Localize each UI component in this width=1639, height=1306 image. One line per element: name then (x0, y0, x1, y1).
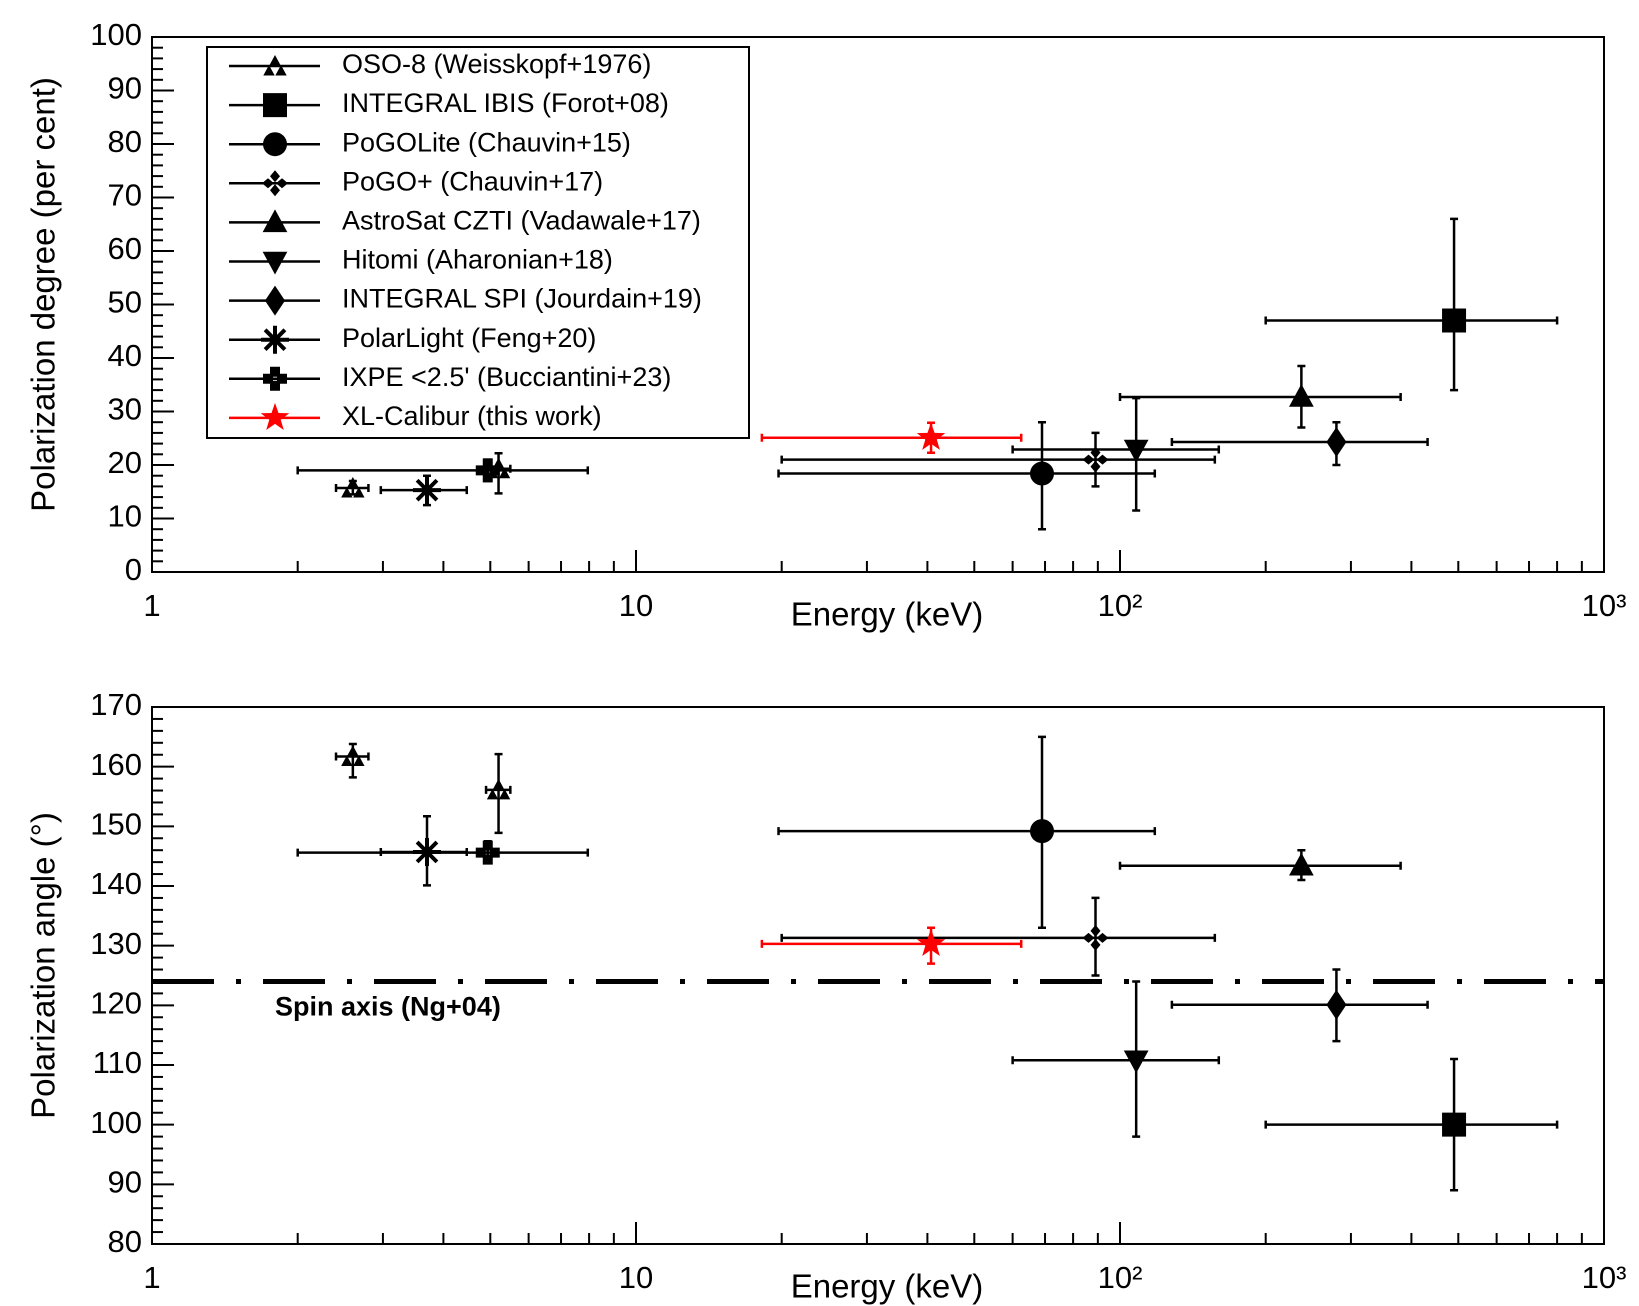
legend-label: IXPE <2.5' (Bucciantini+23) (342, 362, 671, 392)
data-point (1326, 989, 1347, 1020)
data-point (1030, 461, 1055, 486)
data-point (1082, 446, 1109, 473)
data-point (1326, 426, 1347, 457)
x-error-bar (296, 848, 590, 857)
x-tick-label: 10 (619, 588, 653, 623)
y-error-bar (1450, 217, 1459, 392)
y-error-bar (1091, 431, 1100, 488)
x-error-bar (1170, 1000, 1429, 1009)
y-tick-label: 80 (108, 124, 142, 159)
x-tick-label: 10³ (1582, 588, 1627, 623)
data-point (1123, 1050, 1149, 1074)
x-tick-label: 1 (143, 1260, 160, 1295)
legend-marker (265, 285, 285, 316)
y-tick-label: 160 (90, 747, 142, 782)
y-tick-label: 100 (90, 1105, 142, 1140)
plot-frame (151, 706, 1605, 1245)
legend-label: Hitomi (Aharonian+18) (342, 245, 613, 275)
y-tick-label: 130 (90, 926, 142, 961)
legend-label: PoGO+ (Chauvin+17) (342, 166, 603, 196)
data-point (475, 840, 500, 865)
x-tick-label: 10 (619, 1260, 653, 1295)
y-tick-label: 120 (90, 986, 142, 1021)
legend-marker (263, 93, 287, 118)
x-error-bar (1118, 861, 1402, 870)
legend-marker (262, 170, 288, 197)
x-error-bar (296, 466, 590, 475)
y-tick-label: 80 (108, 1224, 142, 1259)
y-tick-label: 70 (108, 178, 142, 213)
y-tick-label: 40 (108, 338, 142, 373)
x-axis-title: Energy (keV) (791, 1268, 984, 1305)
x-error-bar (1170, 437, 1429, 446)
legend-marker (263, 55, 287, 76)
x-tick-label: 10² (1098, 1260, 1143, 1295)
y-axis-title: Polarization degree (per cent) (25, 77, 62, 512)
y-tick-label: 90 (108, 71, 142, 106)
x-tick-label: 10² (1098, 588, 1143, 623)
y-tick-label: 60 (108, 231, 142, 266)
y-error-bar (494, 752, 503, 835)
y-tick-label: 50 (108, 285, 142, 320)
data-point (475, 458, 500, 483)
data-point (1082, 924, 1109, 951)
data-point (1289, 384, 1314, 407)
legend-label: PoGOLite (Chauvin+15) (342, 127, 631, 157)
legend-label: PolarLight (Feng+20) (342, 323, 596, 353)
y-tick-label: 30 (108, 392, 142, 427)
data-point (1030, 819, 1055, 844)
y-tick-label: 90 (108, 1165, 142, 1200)
x-error-bar (780, 455, 1217, 464)
y-tick-label: 0 (125, 552, 142, 587)
data-point (486, 778, 511, 800)
data-point (916, 928, 946, 956)
legend-label: INTEGRAL IBIS (Forot+08) (342, 88, 669, 118)
x-tick-label: 10³ (1582, 1260, 1627, 1295)
legend-label: XL-Calibur (this work) (342, 401, 602, 431)
legend-label: AstroSat CZTI (Vadawale+17) (342, 206, 701, 236)
reference-label: Spin axis (Ng+04) (275, 992, 501, 1022)
y-tick-label: 150 (90, 807, 142, 842)
data-point (1289, 852, 1314, 876)
y-axis-title: Polarization angle (°) (25, 812, 62, 1119)
data-point (1442, 1112, 1467, 1137)
data-point (1123, 439, 1149, 463)
data-point (341, 745, 365, 767)
x-error-bar (780, 933, 1217, 942)
x-axis-title: Energy (keV) (791, 596, 984, 633)
y-tick-label: 140 (90, 866, 142, 901)
legend-marker (262, 209, 288, 233)
legend-marker (260, 402, 290, 430)
x-tick-label: 1 (143, 588, 160, 623)
data-point (1442, 308, 1467, 333)
x-error-bar (1118, 393, 1402, 402)
legend-marker (262, 251, 288, 275)
y-tick-label: 10 (108, 499, 142, 534)
data-point (413, 476, 442, 505)
y-tick-label: 100 (90, 17, 142, 52)
x-error-bar (777, 827, 1157, 836)
y-tick-label: 170 (90, 687, 142, 722)
x-error-bar (777, 469, 1157, 478)
x-error-bar (760, 939, 1023, 948)
data-point (916, 422, 946, 450)
legend-marker (263, 366, 287, 391)
legend: OSO-8 (Weisskopf+1976) INTEGRAL IBIS (For… (206, 46, 750, 439)
legend-marker (261, 325, 289, 354)
x-error-bar (1264, 1120, 1559, 1129)
x-error-bar (1264, 316, 1559, 325)
legend-label: OSO-8 (Weisskopf+1976) (342, 49, 651, 79)
x-error-bar (760, 433, 1023, 442)
data-point (341, 477, 365, 498)
y-tick-label: 110 (93, 1045, 142, 1080)
y-tick-label: 20 (108, 445, 142, 480)
legend-box (206, 46, 750, 439)
legend-label: INTEGRAL SPI (Jourdain+19) (342, 284, 702, 314)
x-error-bar (1011, 1056, 1221, 1065)
legend-marker (263, 132, 287, 157)
x-error-bar (1011, 445, 1221, 454)
